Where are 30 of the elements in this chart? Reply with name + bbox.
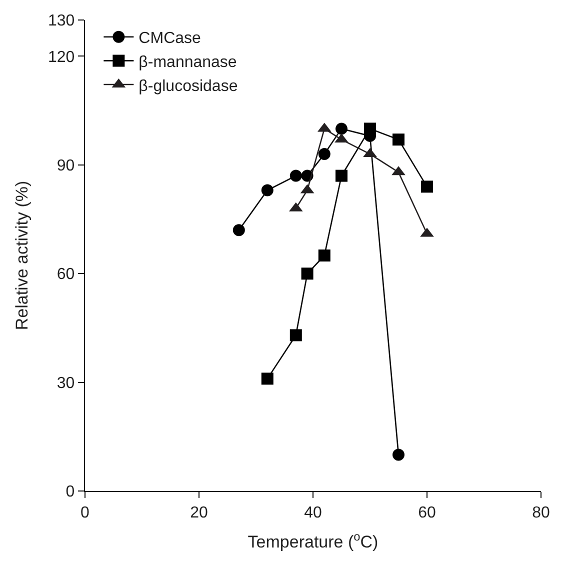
x-tick-label: 80 [532, 504, 550, 522]
point [318, 250, 330, 262]
point [301, 268, 314, 280]
x-tick-label: 40 [304, 504, 322, 522]
y-tick-label: 0 [66, 484, 75, 501]
point [421, 180, 433, 193]
point [392, 134, 404, 146]
point [261, 372, 274, 385]
y-tick-label: 130 [48, 12, 75, 30]
legend-label: β-glucosidase [138, 78, 238, 95]
point [290, 170, 302, 182]
point [364, 122, 376, 135]
x-axis-title: Temperature ($^{o}$C) [248, 530, 378, 552]
x-tick-label: 60 [418, 504, 436, 522]
point [318, 148, 330, 160]
point [392, 448, 404, 461]
point [336, 170, 348, 182]
legend-label: CMCase [138, 30, 202, 48]
x-tick-label: 20 [190, 504, 208, 522]
y-tick-label: 120 [48, 48, 75, 66]
point [232, 224, 245, 236]
legend-label: β-mannanase [138, 54, 237, 71]
y-tick-label: 90 [56, 158, 75, 175]
y-tick-label: 30 [56, 374, 75, 392]
y-tick-label: 60 [56, 266, 75, 284]
y-axis-title: Relative activity (%) [12, 180, 32, 330]
point [336, 122, 348, 135]
point [261, 184, 274, 196]
x-tick-label: 0 [80, 504, 90, 522]
point [290, 329, 302, 342]
